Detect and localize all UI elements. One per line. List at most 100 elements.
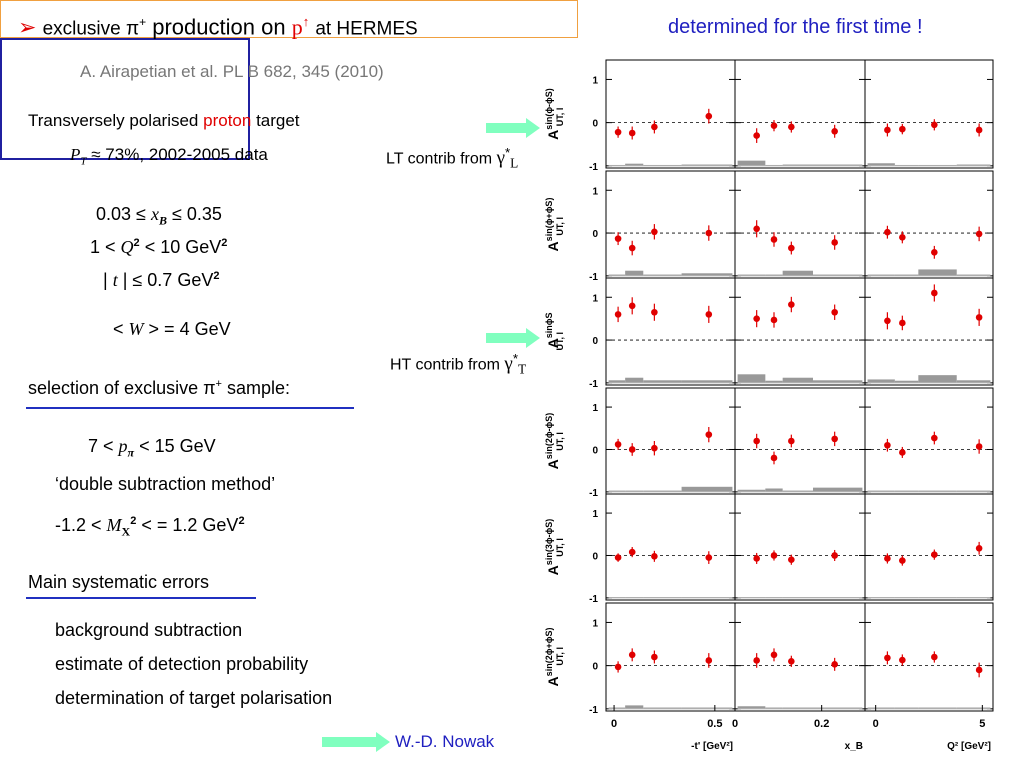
- data-point: [884, 228, 891, 236]
- panel-frame: [734, 493, 866, 601]
- cut-q2-post-sup: 2: [221, 237, 228, 249]
- systematics-underline: [26, 597, 256, 599]
- lt-contrib-pre: LT contrib from: [386, 150, 493, 168]
- title-prefix: exclusive π: [42, 18, 140, 40]
- y-tick-label: 0: [592, 119, 598, 130]
- sys-band: [625, 705, 644, 709]
- data-point: [753, 657, 760, 664]
- y-tick-label: 1: [592, 293, 598, 304]
- cut-mx-post: < = 1.2 GeV: [141, 515, 239, 535]
- data-point: [931, 653, 938, 661]
- y-axis-label: Asin(3ϕ-ϕS)UT, l: [544, 519, 565, 576]
- data-point: [705, 431, 713, 438]
- cut-q2-post: < 10 GeV: [144, 237, 222, 257]
- selection-underline: [26, 407, 354, 409]
- data-point: [899, 234, 906, 241]
- y-axis-label: Asin(ϕ-ϕS)UT, l: [544, 88, 565, 140]
- data-point: [628, 302, 636, 310]
- systematics-item: estimate of detection probability: [55, 654, 309, 674]
- ht-arrow-icon: [486, 328, 540, 348]
- data-point: [975, 314, 983, 321]
- ht-contrib-sym: γ: [504, 353, 513, 375]
- cut-mx: -1.2 < MX2 < = 1.2 GeV2: [55, 515, 245, 540]
- cut-xb: 0.03 ≤ xB ≤ 0.35: [96, 204, 222, 229]
- target-proton: proton: [203, 111, 252, 130]
- data-point: [975, 666, 983, 674]
- data-point: [788, 556, 795, 564]
- sys-band: [782, 490, 813, 492]
- sys-band: [956, 164, 991, 166]
- y-axis-label: Asin(ϕ+ϕS)UT, l: [544, 198, 565, 252]
- data-point: [651, 653, 658, 661]
- selection-heading-sup: +: [215, 378, 222, 390]
- panel-frame: [605, 170, 736, 279]
- cut-mx-sub: X: [121, 524, 131, 539]
- data-point: [770, 454, 778, 462]
- y-tick-label: -1: [589, 594, 598, 605]
- sys-band: [608, 707, 626, 709]
- sys-band: [625, 270, 644, 276]
- sys-band: [956, 490, 991, 492]
- cut-w-pre: <: [113, 319, 124, 339]
- ht-contrib-sub: T: [518, 361, 527, 377]
- slide-title: ➢ exclusive π+ production on p↑ at HERME…: [18, 14, 418, 40]
- data-point: [651, 123, 658, 131]
- sys-band: [681, 707, 733, 709]
- panel-frame: [734, 602, 866, 712]
- panel-frame: [864, 170, 994, 279]
- panel-frame: [864, 277, 994, 386]
- cut-q2-sym: Q: [120, 237, 134, 257]
- cut-q2-sup: 2: [133, 237, 140, 249]
- footer-arrow-icon: [322, 732, 390, 752]
- data-point: [788, 244, 795, 252]
- sys-band: [867, 163, 895, 166]
- lt-arrow-icon: [486, 118, 540, 138]
- first-time-tag: determined for the first time !: [668, 16, 923, 38]
- ht-contrib-sup: *: [512, 351, 518, 366]
- sys-band: [782, 270, 813, 276]
- sys-band: [608, 380, 626, 383]
- sys-band: [918, 269, 957, 276]
- pol-symbol: P: [70, 145, 81, 164]
- cut-mx-pre: -1.2 <: [55, 515, 102, 535]
- x-tick-label: 0.5: [707, 718, 722, 730]
- sys-band: [765, 274, 783, 276]
- cut-w: < W > = 4 GeV: [113, 319, 231, 340]
- data-point: [753, 132, 760, 139]
- sys-band: [894, 274, 919, 276]
- kinematic-cuts-box: [0, 38, 250, 160]
- sys-band: [608, 274, 626, 276]
- data-point: [628, 651, 636, 659]
- data-point: [753, 315, 760, 322]
- data-point: [614, 441, 622, 448]
- data-point: [831, 239, 838, 246]
- target-post: target: [256, 111, 300, 130]
- sys-band: [918, 375, 957, 383]
- x-tick-label: 0.2: [814, 718, 829, 730]
- cut-mx-post-sup: 2: [238, 515, 245, 527]
- sys-band: [765, 380, 783, 383]
- cut-t-post-sup: 2: [213, 270, 220, 282]
- cut-xb-sym: x: [150, 204, 159, 224]
- data-point: [931, 551, 938, 558]
- data-point: [931, 121, 938, 129]
- sys-band: [813, 274, 863, 276]
- data-point: [899, 125, 906, 133]
- data-point: [770, 236, 778, 243]
- panel-frame: [734, 170, 866, 279]
- sys-band: [643, 490, 682, 492]
- systematics-item: determination of target polarisation: [55, 688, 333, 708]
- data-point: [770, 651, 778, 659]
- cut-mx-sym: M: [106, 515, 122, 535]
- reference: A. Airapetian et al. PL B 682, 345 (2010…: [80, 62, 384, 81]
- x-axis-label: x_B: [845, 741, 863, 752]
- y-tick-label: 1: [592, 618, 598, 629]
- sys-band: [625, 377, 644, 383]
- y-tick-label: -1: [589, 705, 598, 716]
- sys-band: [625, 163, 644, 166]
- data-point: [831, 435, 838, 443]
- method-line: ‘double subtraction method’: [55, 474, 276, 494]
- sys-band: [643, 707, 682, 709]
- cut-p-post: < 15 GeV: [139, 436, 216, 456]
- cut-w-post: > = 4 GeV: [148, 319, 231, 339]
